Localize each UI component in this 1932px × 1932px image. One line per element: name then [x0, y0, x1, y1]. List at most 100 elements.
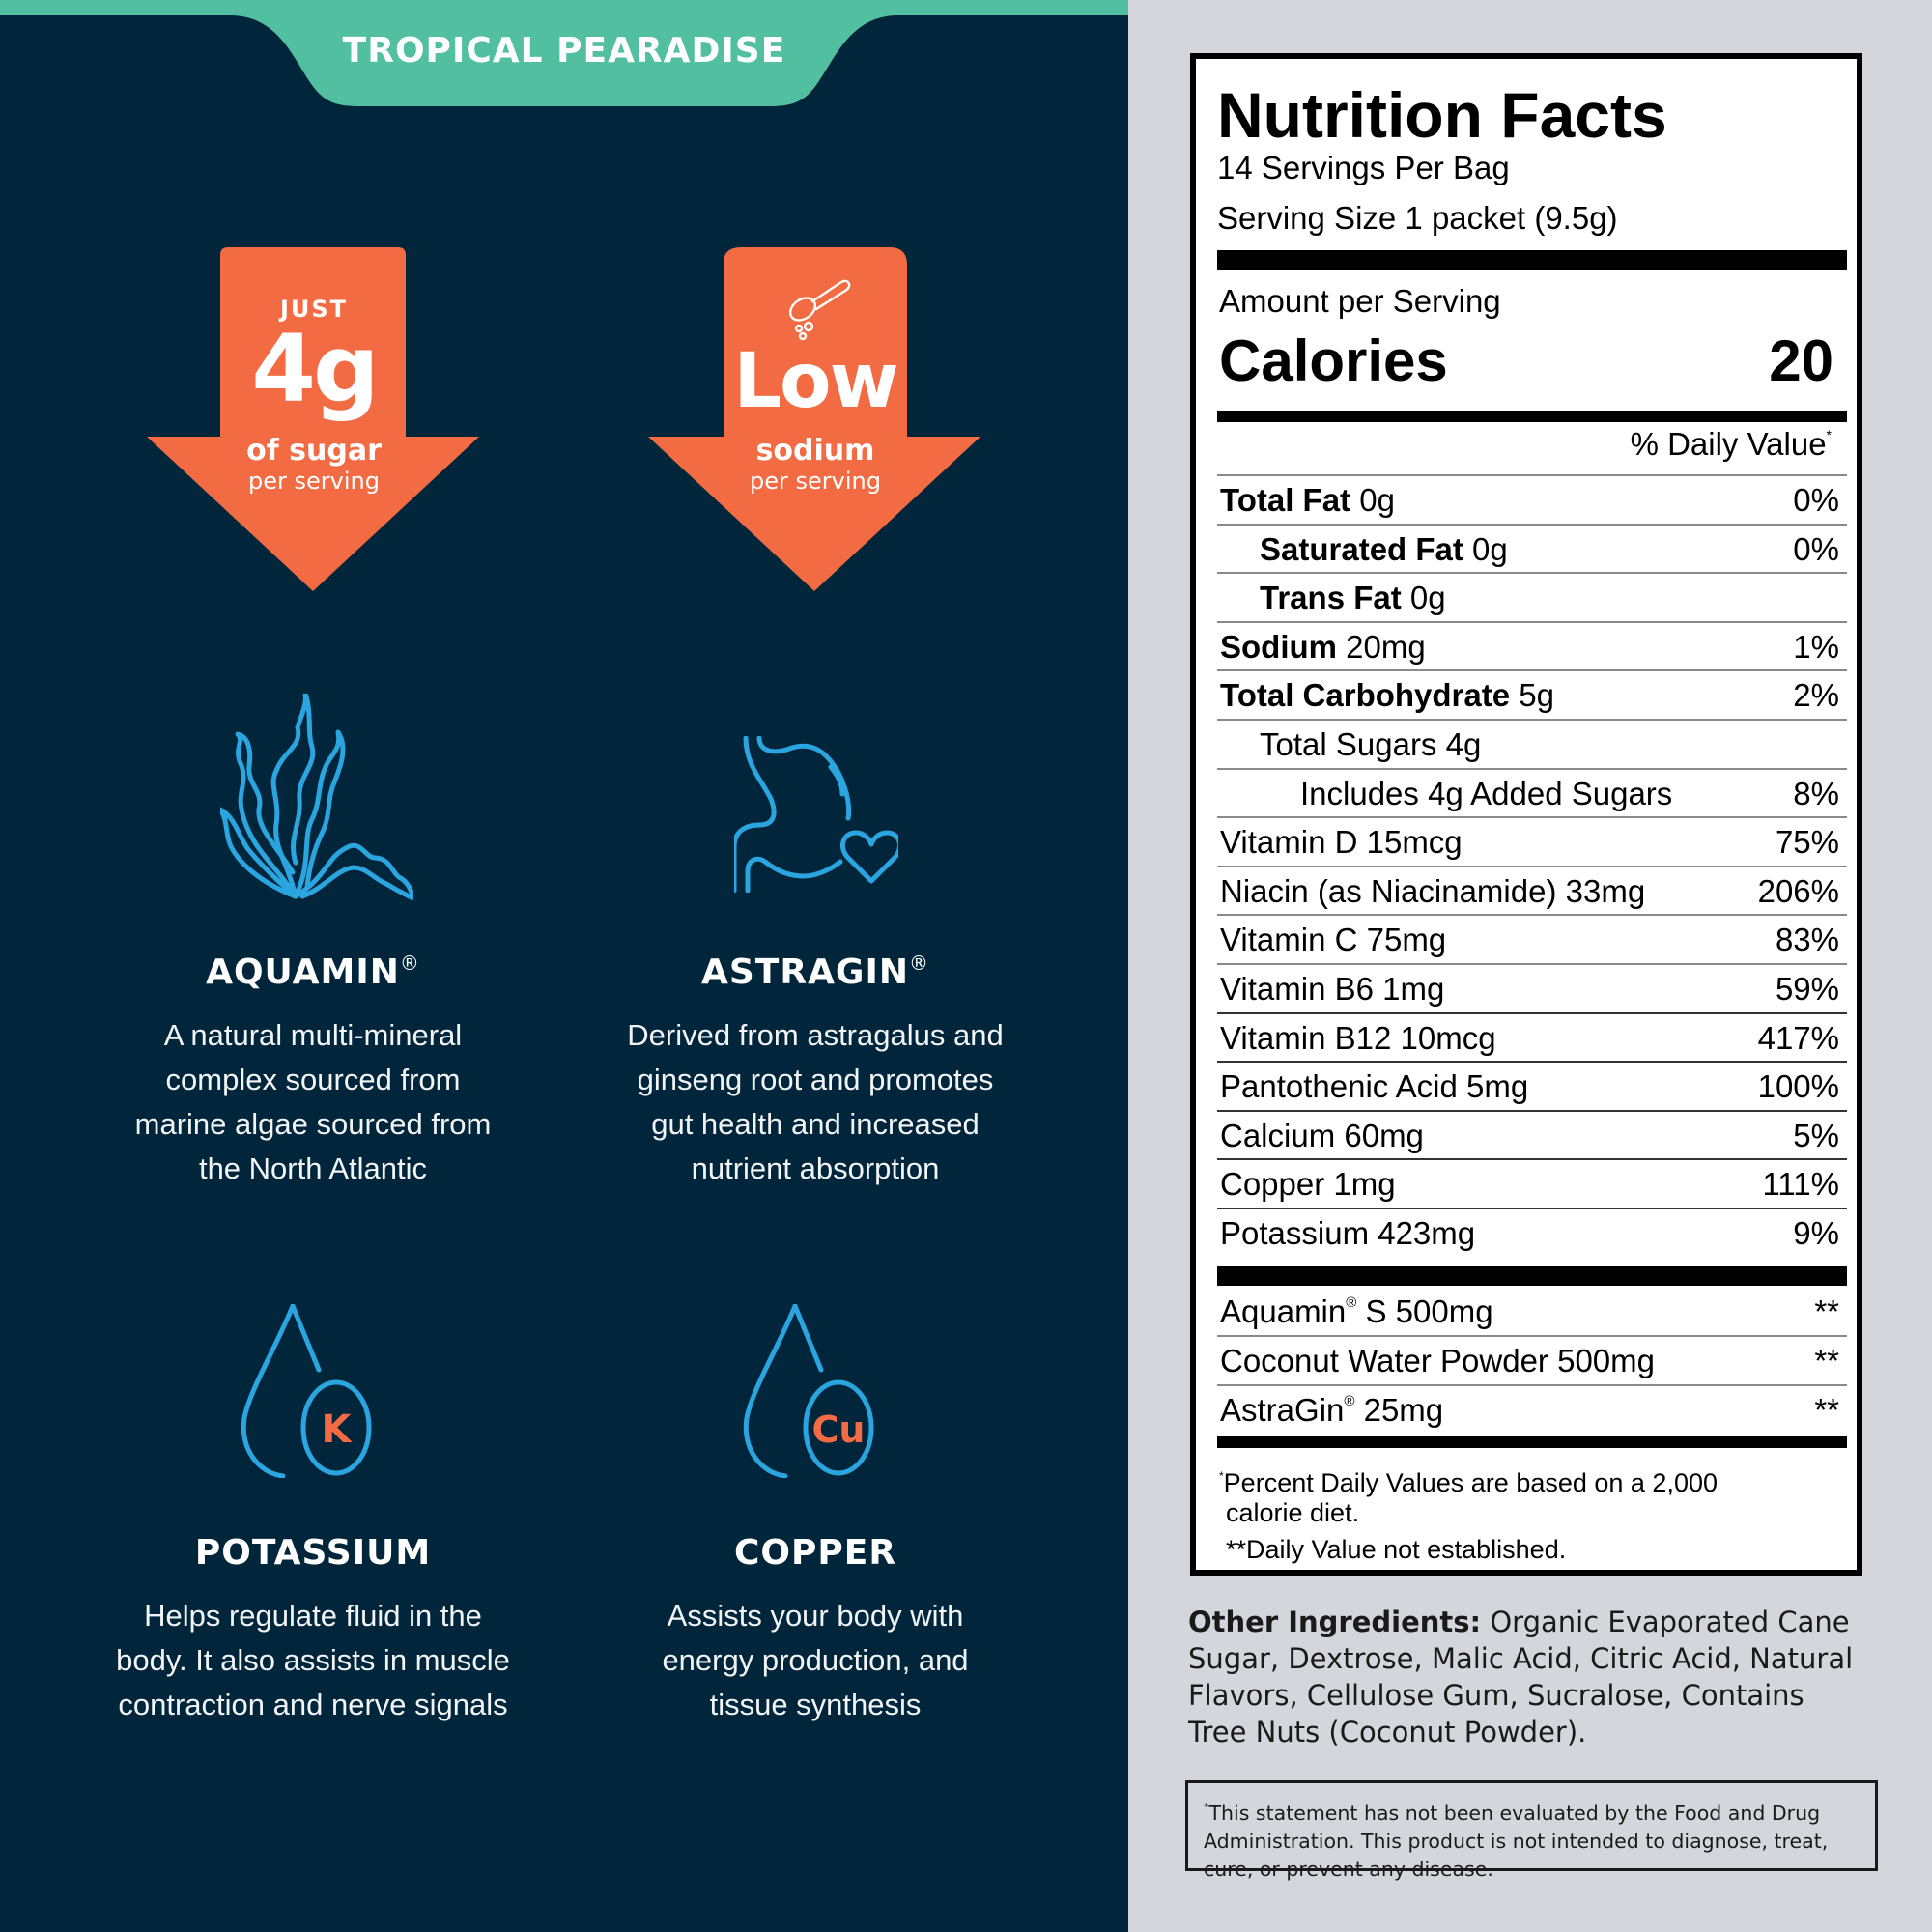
down-arrow-icon [648, 247, 980, 591]
divider [1217, 1061, 1847, 1064]
fda-disclaimer: *This statement has not been evaluated b… [1185, 1780, 1878, 1881]
flavor-tab-shape [0, 0, 1128, 106]
divider [1217, 914, 1847, 917]
callout-line1: sodium [755, 434, 875, 468]
nutrient-daily-value: 206% [1757, 872, 1839, 909]
other-ingredient-label: Coconut Water Powder 500mg [1220, 1343, 1655, 1378]
nutrient-daily-value: 83% [1775, 922, 1839, 958]
feature-description: Helps regulate fluid in the body. It also… [116, 1599, 510, 1721]
nutrient-daily-value: 8% [1793, 775, 1839, 811]
divider [1217, 963, 1847, 965]
copper-symbol: Cu [812, 1408, 866, 1451]
nutrient-daily-value: 417% [1757, 1019, 1839, 1056]
divider [1217, 523, 1847, 526]
feature-potassium: POTASSIUM Helps regulate fluid in the bod… [71, 1533, 554, 1727]
nutrient-label: Includes 4g Added Sugars [1300, 775, 1673, 811]
divider [1217, 1158, 1847, 1161]
feature-title: POTASSIUM [194, 1533, 432, 1573]
feature-description: Derived from astragalus and ginseng root … [627, 1018, 1004, 1185]
medium-divider [1217, 411, 1847, 422]
divider [1217, 1109, 1847, 1112]
copper-drop-icon: Cu [743, 1304, 874, 1478]
divider [1217, 767, 1847, 770]
seaweed-icon [220, 694, 413, 900]
serving-size: Serving Size 1 packet (9.5g) [1217, 200, 1618, 236]
nutrient-daily-value: 0% [1793, 482, 1839, 518]
nutrient-label: Vitamin C 75mg [1220, 922, 1447, 958]
nutrient-row: Potassium 423mg 9% [1217, 1209, 1847, 1258]
callout-line1: of sugar [246, 434, 382, 468]
daily-value-header: % Daily Value* [1630, 426, 1832, 462]
nutrient-daily-value: 59% [1775, 971, 1839, 1007]
feature-copper: COPPER Assists your body with energy prod… [574, 1533, 1057, 1727]
divider [1217, 474, 1847, 476]
nutrient-daily-value: 1% [1793, 628, 1839, 665]
other-ingredient-row: Coconut Water Powder 500mg ** [1217, 1337, 1847, 1385]
nutrient-row: Saturated Fat 0g 0% [1217, 526, 1847, 574]
divider [1217, 669, 1847, 672]
divider [1217, 865, 1847, 867]
nutrient-label: Total Sugars 4g [1260, 726, 1482, 762]
other-ingredient-label: Aquamin® S 500mg [1220, 1293, 1493, 1329]
divider [1217, 620, 1847, 623]
sugar-callout: JUST 4g of sugar per serving [145, 247, 483, 595]
divider [1217, 1384, 1847, 1386]
footnote-calorie-diet: calorie diet. [1226, 1498, 1360, 1527]
scoop-icon [788, 279, 851, 341]
nutrient-daily-value: 2% [1793, 677, 1839, 714]
benefits-panel: TROPICAL PEARADISE JUST 4g of sugar per … [0, 0, 1128, 1932]
nutrient-row: Vitamin B6 1mg 59% [1217, 965, 1847, 1013]
medium-divider [1217, 1436, 1847, 1448]
feature-title: AQUAMIN® [206, 952, 420, 992]
down-arrow-icon [147, 247, 479, 591]
divider [1217, 1208, 1847, 1209]
nutrient-row: Vitamin B12 10mcg 417% [1217, 1014, 1847, 1063]
nutrient-row: Vitamin D 15mcg 75% [1217, 818, 1847, 867]
other-ingredient-label: AstraGin® 25mg [1220, 1392, 1444, 1428]
callout-top-label: JUST [279, 296, 349, 323]
thick-divider [1217, 1266, 1847, 1286]
nutrient-row: Niacin (as Niacinamide) 33mg 206% [1217, 867, 1847, 916]
nutrient-row: Includes 4g Added Sugars 8% [1217, 770, 1847, 818]
nutrition-facts-label: Nutrition Facts 14 Servings Per Bag Serv… [1190, 53, 1862, 1576]
other-ingredient-row: AstraGin® 25mg ** [1217, 1386, 1847, 1435]
callout-value: Low [733, 338, 898, 425]
calories-label: Calories [1219, 328, 1448, 393]
other-ingredient-row: Aquamin® S 500mg ** [1217, 1288, 1847, 1336]
nutrient-row: Vitamin C 75mg 83% [1217, 916, 1847, 964]
nutrient-daily-value: 100% [1757, 1068, 1839, 1105]
nutrient-row: Pantothenic Acid 5mg 100% [1217, 1063, 1847, 1111]
nutrient-label: Sodium 20mg [1220, 628, 1426, 665]
nutrient-row: Total Fat 0g 0% [1217, 476, 1847, 525]
ingredients-label: Other Ingredients: [1188, 1605, 1482, 1638]
nutrient-label: Saturated Fat 0g [1260, 530, 1508, 567]
divider [1217, 1335, 1847, 1337]
feature-description: A natural multi-mineral complex sourced f… [134, 1018, 492, 1185]
nutrient-label: Pantothenic Acid 5mg [1220, 1068, 1529, 1105]
nutrient-label: Niacin (as Niacinamide) 33mg [1220, 872, 1646, 909]
stomach-heart-icon [734, 736, 898, 893]
other-ingredient-daily-value: ** [1814, 1392, 1839, 1428]
nutrient-row: Total Sugars 4g [1217, 721, 1847, 769]
divider [1217, 816, 1847, 819]
feature-title: ASTRAGIN® [701, 952, 929, 992]
feature-aquamin: AQUAMIN® A natural multi-mineral complex … [71, 952, 554, 1191]
other-ingredient-daily-value: ** [1814, 1293, 1839, 1329]
other-ingredient-daily-value: ** [1814, 1343, 1839, 1378]
nutrient-row: Trans Fat 0g [1217, 574, 1847, 622]
feature-astragin: ASTRAGIN® Derived from astragalus and gin… [574, 952, 1057, 1191]
callout-value: 4g [251, 315, 380, 423]
nutrient-label: Total Carbohydrate 5g [1220, 677, 1554, 714]
callout-line2: per serving [750, 468, 881, 495]
nutrient-label: Calcium 60mg [1220, 1117, 1424, 1153]
nutrient-daily-value: 75% [1775, 824, 1839, 861]
flavor-name: TROPICAL PEARADISE [342, 31, 786, 71]
callout-line2: per serving [248, 468, 380, 495]
nutrient-row: Copper 1mg 111% [1217, 1160, 1847, 1208]
nutrient-label: Total Fat 0g [1220, 482, 1395, 518]
nutrient-daily-value: 9% [1793, 1215, 1839, 1251]
nutrient-label: Copper 1mg [1220, 1166, 1396, 1203]
nutrient-label: Trans Fat 0g [1260, 580, 1446, 616]
divider [1217, 1011, 1847, 1014]
nutrition-title: Nutrition Facts [1217, 79, 1667, 151]
